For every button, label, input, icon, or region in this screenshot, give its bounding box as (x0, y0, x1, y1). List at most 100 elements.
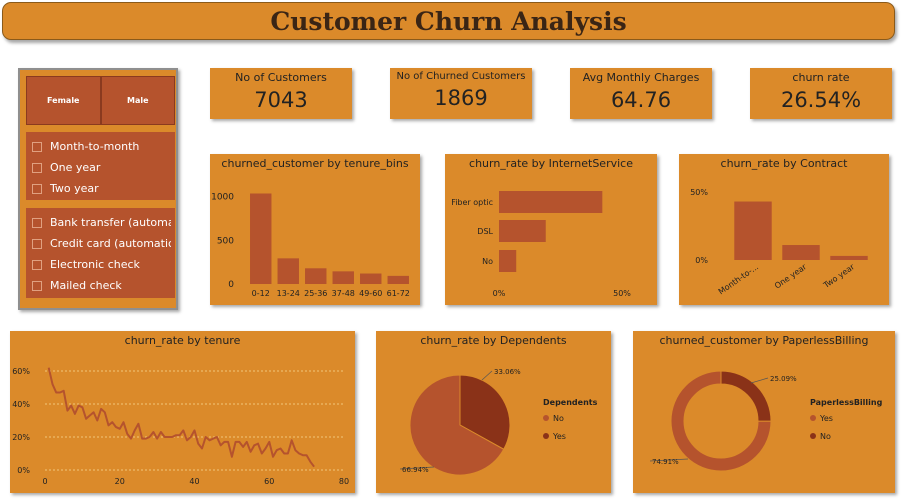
bar (387, 275, 409, 284)
bar (332, 271, 354, 284)
contract-option[interactable]: Month-to-month (32, 136, 171, 157)
y-tick-label: 50% (690, 188, 708, 197)
chart-svg: 0 500 1000 0-12 13-24 25-36 37-48 49-60 61-72 (211, 193, 410, 298)
gender-female-button[interactable]: Female (26, 76, 101, 125)
option-label: Credit card (automatic) (50, 237, 171, 250)
legend-marker (810, 415, 816, 421)
bar (830, 255, 868, 260)
label-leader (481, 370, 493, 381)
kpi-label: Avg Monthly Charges (582, 71, 700, 84)
legend-label: Yes (552, 432, 566, 441)
bar (360, 273, 382, 284)
bar (499, 191, 603, 213)
x-tick-label: 61-72 (387, 289, 410, 298)
pie-slice (670, 370, 772, 472)
kpi-card-customers: No of Customers 7043 (210, 68, 352, 119)
bar (499, 250, 517, 272)
checkbox-icon[interactable] (32, 162, 42, 173)
legend-label: Yes (819, 414, 833, 423)
bar (499, 220, 546, 242)
x-tick-label: 49-60 (359, 289, 382, 298)
kpi-value: 1869 (434, 86, 488, 110)
chart-title: churn_rate by Dependents (420, 334, 567, 347)
legend-title: Dependents (543, 398, 598, 407)
pie-slice (459, 374, 511, 450)
checkbox-icon[interactable] (32, 141, 42, 152)
contract-option[interactable]: Two year (32, 178, 171, 199)
chart-title: churned_customer by tenure_bins (221, 157, 409, 170)
checkbox-icon[interactable] (32, 217, 42, 228)
y-tick-label: 20% (12, 433, 30, 442)
kpi-card-churn-rate: churn rate 26.54% (750, 68, 892, 119)
x-tick-label: 0-12 (252, 289, 270, 298)
x-tick-label: 60 (264, 477, 274, 486)
x-tick-label: 37-48 (332, 289, 355, 298)
y-tick-label: 0 (228, 280, 234, 290)
option-label: Electronic check (50, 258, 140, 271)
legend-title: PaperlessBilling (810, 398, 883, 407)
label-leader (399, 466, 435, 470)
pie-slice (409, 374, 505, 476)
legend-marker (543, 433, 549, 439)
data-label: 33.06% (494, 368, 521, 376)
x-tick-label: 20 (115, 477, 125, 486)
option-label: Bank transfer (automat... (50, 216, 171, 229)
chart-dependents: churn_rate by Dependents 66.94% 33.06% Dep… (376, 331, 611, 493)
legend-label: No (820, 432, 831, 441)
chart-paperless: churned_customer by PaperlessBilling 74.… (633, 331, 895, 493)
page-title: Customer Churn Analysis (270, 6, 627, 36)
data-label: 25.09% (770, 375, 797, 383)
chart-tenure-line: churn_rate by tenure 0% 20% 40% 60% 0 20 40 60 8… (10, 331, 355, 493)
gender-slicer: Female Male (26, 76, 175, 125)
checkbox-icon[interactable] (32, 183, 42, 194)
chart-svg: 66.94% 33.06% Dependents No Yes (399, 368, 598, 476)
y-tick-label: DSL (477, 227, 493, 236)
payment-slicer: Bank transfer (automat... Credit card (a… (26, 208, 175, 298)
x-tick-label: 80 (339, 477, 349, 486)
checkbox-icon[interactable] (32, 280, 42, 291)
checkbox-icon[interactable] (32, 259, 42, 270)
bar (734, 201, 772, 260)
y-tick-label: 500 (217, 236, 234, 246)
y-tick-label: 0% (695, 256, 708, 265)
option-label: Two year (50, 182, 99, 195)
kpi-label: No of Customers (235, 71, 327, 84)
label-leader (750, 377, 769, 384)
y-tick-label: 60% (12, 367, 30, 376)
payment-option[interactable]: Mailed check (32, 275, 171, 296)
kpi-value: 7043 (254, 88, 308, 112)
x-tick-label: One year (773, 262, 809, 291)
y-tick-label: 1000 (211, 193, 234, 203)
slicer-panel: Female Male Month-to-month One year Two … (18, 68, 178, 310)
chart-title: churned_customer by PaperlessBilling (659, 334, 869, 347)
data-label: 66.94% (402, 466, 429, 474)
payment-option[interactable]: Bank transfer (automat... (32, 212, 171, 233)
chart-internet-service: churn_rate by InternetService Fiber opti… (445, 154, 657, 305)
label-leader (649, 458, 689, 462)
option-label: One year (50, 161, 101, 174)
legend-marker (543, 415, 549, 421)
kpi-value: 26.54% (780, 88, 862, 112)
contract-option[interactable]: One year (32, 157, 171, 178)
data-label: 74.91% (652, 458, 679, 466)
gender-female-label: Female (47, 96, 80, 105)
series-line (47, 367, 315, 468)
chart-svg: 0% 20% 40% 60% 0 20 40 60 80 (12, 367, 349, 486)
chart-title: churn_rate by Contract (720, 157, 848, 170)
payment-option[interactable]: Credit card (automatic) (32, 233, 171, 254)
title-banner: Customer Churn Analysis (2, 2, 895, 40)
chart-title: churn_rate by InternetService (469, 157, 633, 170)
kpi-value: 64.76 (610, 88, 672, 112)
chart-svg: 74.91% 25.09% PaperlessBilling Yes No (649, 370, 883, 472)
gender-male-button[interactable]: Male (100, 76, 175, 125)
bar (277, 258, 299, 284)
y-tick-label: 40% (12, 400, 30, 409)
x-tick-label: 25-36 (304, 289, 327, 298)
kpi-card-churned: No of Churned Customers 1869 (390, 68, 532, 119)
payment-option[interactable]: Electronic check (32, 254, 171, 275)
legend-marker (810, 433, 816, 439)
checkbox-icon[interactable] (32, 238, 42, 249)
y-tick-label: Fiber optic (451, 198, 493, 207)
chart-contract: churn_rate by Contract 0% 50% Month-to-...… (679, 154, 889, 305)
